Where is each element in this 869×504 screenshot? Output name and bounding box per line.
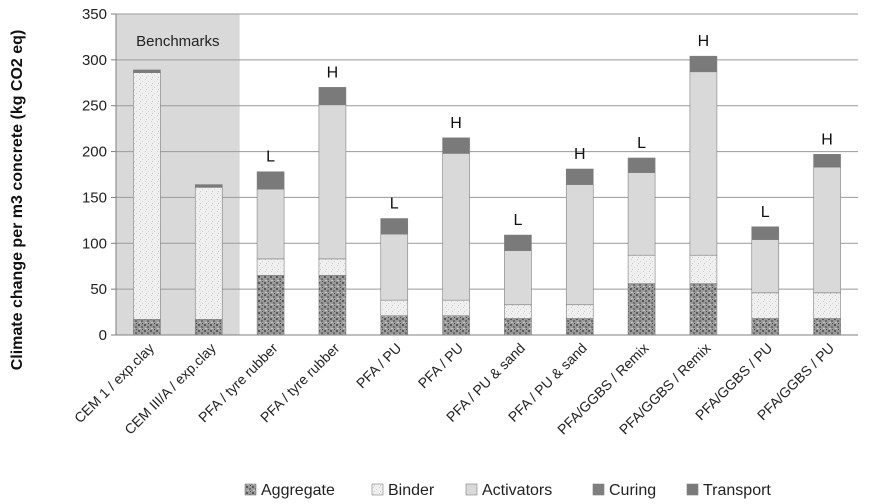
bar-segment-aggregate: [194, 319, 223, 336]
legend-swatch-transport: [686, 483, 699, 496]
bar-segment-transport: [565, 168, 594, 185]
bar-segment-activators: [442, 153, 470, 301]
bar-segment-activators: [751, 239, 780, 294]
legend-swatch-curing: [592, 483, 605, 496]
gridlines: [116, 13, 858, 290]
bar-annotation: H: [450, 115, 462, 132]
bar-segment-aggregate: [442, 315, 470, 336]
bar-annotation: L: [513, 212, 522, 229]
bar-annotation: H: [327, 64, 339, 81]
bar-segment-binder: [380, 299, 409, 317]
bar-segment-activators: [813, 166, 841, 294]
bar-segment-transport: [504, 234, 532, 251]
bar-segment-transport: [380, 218, 409, 235]
bar-segment-transport: [318, 87, 347, 106]
bar-segment-aggregate: [813, 318, 841, 336]
y-tick-label: 300: [82, 52, 107, 69]
bar-annotation: H: [574, 146, 586, 163]
bar-segment-aggregate: [133, 319, 161, 336]
bar-segment-binder: [442, 299, 470, 317]
legend-label-aggregate: Aggregate: [261, 482, 335, 499]
bar-annotation: L: [390, 196, 399, 213]
bar-segment-transport: [256, 171, 285, 190]
y-tick-label: 150: [82, 189, 107, 206]
bar-segment-aggregate: [565, 318, 594, 336]
bar-annotation: H: [821, 131, 833, 148]
x-tick-label: PFA / PU: [353, 340, 404, 391]
x-tick-label: PFA / PU: [415, 340, 466, 391]
bar-segment-activators: [504, 250, 532, 306]
legend-swatch-binder: [371, 483, 384, 496]
bar-segment-activators: [627, 172, 656, 256]
bar-segment-aggregate: [504, 318, 532, 336]
bar-segment-activators: [689, 71, 718, 256]
bar-segment-transport: [751, 226, 780, 240]
bar-segment-binder: [504, 304, 532, 319]
bar-segment-aggregate: [256, 275, 285, 336]
legend-swatch-aggregate: [244, 483, 257, 496]
axes: 0 50 100 150 200 250 300 350: [82, 6, 858, 344]
bar-segment-activators: [380, 233, 409, 301]
bar-segment-binder: [627, 254, 656, 284]
bar-annotation: L: [637, 135, 646, 152]
benchmark-label: Benchmarks: [136, 33, 219, 50]
bar-segment-aggregate: [380, 315, 409, 336]
bar-annotation: L: [761, 204, 770, 221]
bar-segment-transport: [689, 55, 718, 73]
bar-segment-binder: [256, 258, 285, 276]
bar-segment-transport: [194, 184, 223, 188]
bar-segment-binder: [813, 292, 841, 319]
legend-label-activators: Activators: [482, 482, 552, 499]
bar-segment-aggregate: [751, 318, 780, 336]
bar-segment-binder: [318, 258, 347, 276]
bar-segment-activators: [256, 188, 285, 260]
bar-segment-transport: [813, 154, 841, 168]
legend-label-curing: Curing: [609, 482, 656, 499]
bar-segment-activators: [318, 104, 347, 260]
bar-segment-binder: [689, 254, 718, 284]
bars: [133, 55, 841, 336]
y-axis-label: Climate change per m3 concrete (kg CO2 e…: [9, 30, 26, 371]
y-tick-label: 0: [99, 327, 107, 344]
bar-segment-aggregate: [627, 283, 656, 336]
y-tick-label: 200: [82, 144, 107, 161]
bar-segment-transport: [442, 137, 470, 154]
legend-swatch-activators: [465, 483, 478, 496]
bar-segment-aggregate: [689, 283, 718, 336]
legend-label-transport: Transport: [703, 482, 771, 499]
bar-segment-binder: [133, 72, 161, 320]
y-tick-label: 100: [82, 235, 107, 252]
bar-annotation: L: [266, 149, 275, 166]
y-tick-label: 350: [82, 6, 107, 23]
bar-annotation: H: [698, 33, 710, 50]
bar-segment-activators: [565, 184, 594, 306]
bar-segment-binder: [751, 292, 780, 319]
legend: Aggregate Binder Activators Curing Transport: [244, 482, 771, 499]
y-tick-label: 250: [82, 98, 107, 115]
legend-label-binder: Binder: [388, 482, 435, 499]
bar-segment-transport: [627, 157, 656, 173]
bar-segment-binder: [565, 304, 594, 319]
bar-segment-transport: [133, 69, 161, 73]
bar-segment-binder: [194, 187, 223, 320]
y-tick-label: 50: [90, 281, 107, 298]
bar-segment-aggregate: [318, 275, 347, 336]
